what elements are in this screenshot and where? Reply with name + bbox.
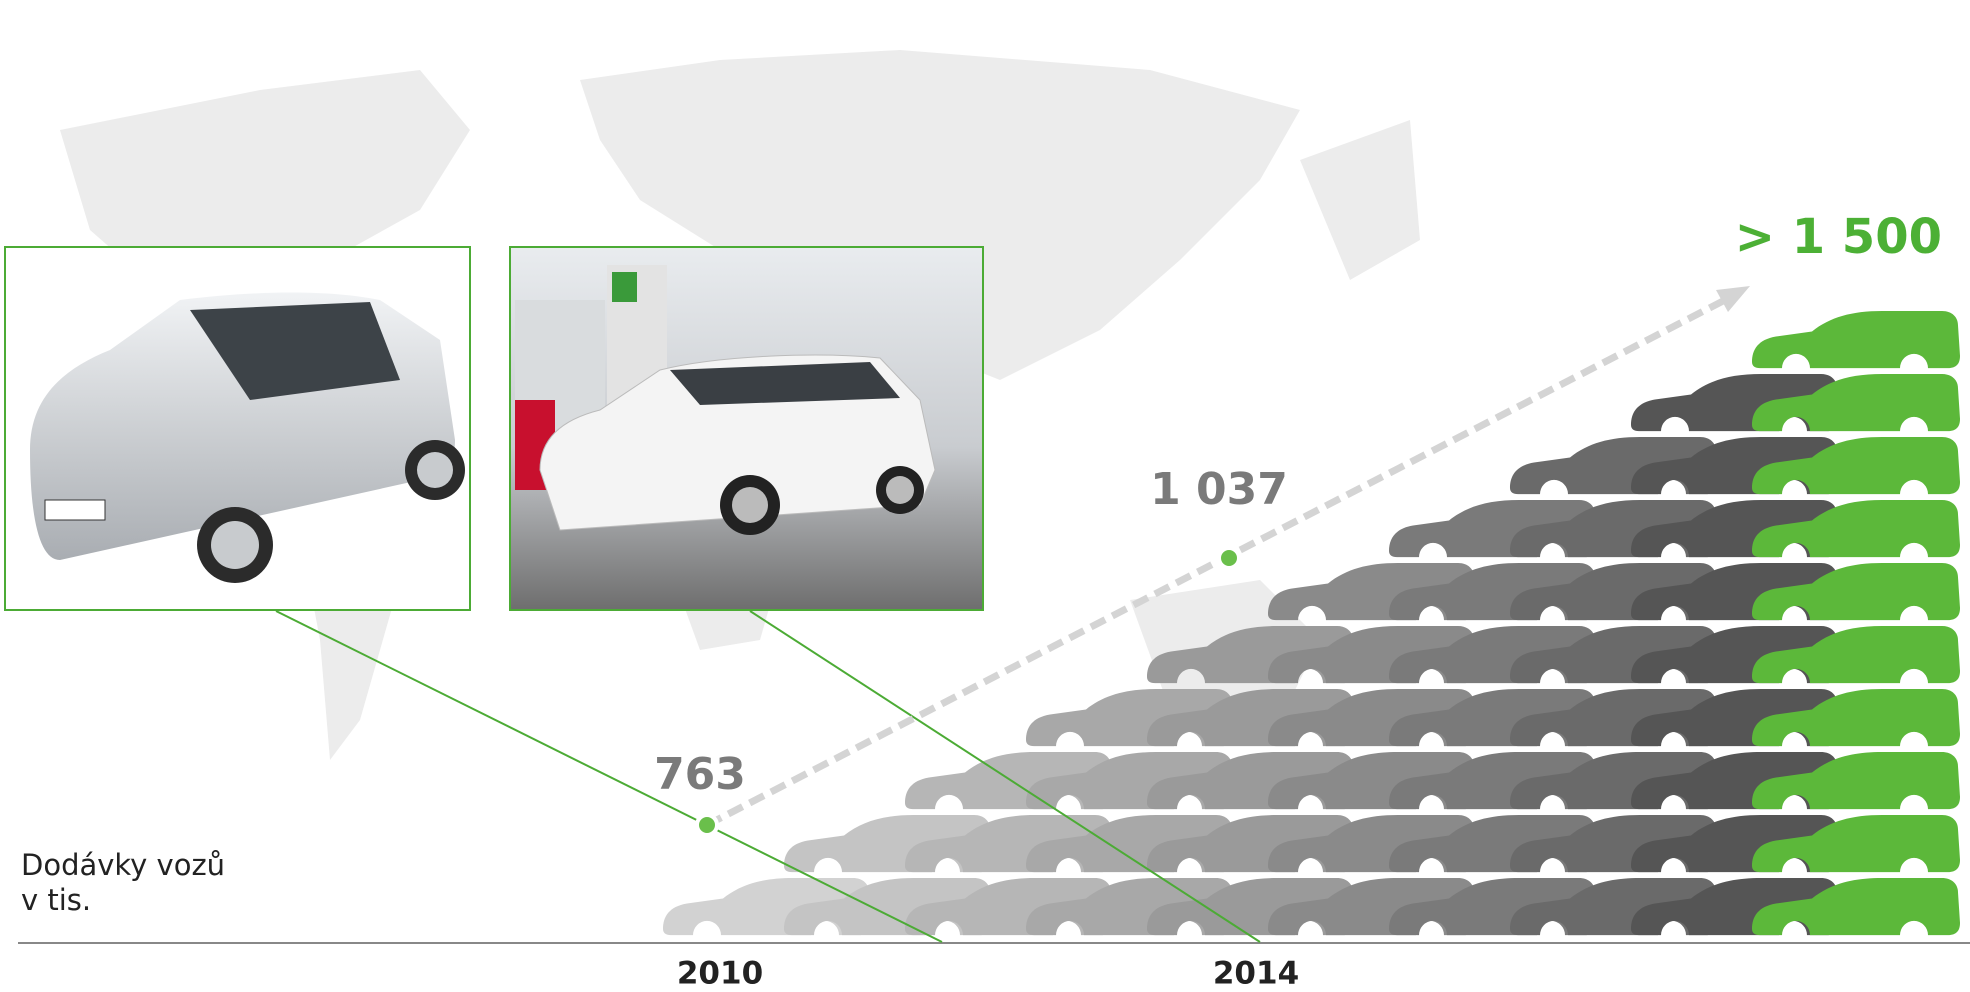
slide: 763 1 037 > 1 500 Dodávky vozů v tis. 20… xyxy=(0,0,1970,992)
photo-wagon xyxy=(510,247,983,610)
axis-label: v tis. xyxy=(21,883,91,917)
page: {"axis_label":{"line1":"Dodávky vozů","l… xyxy=(0,0,1970,992)
axis-label: Dodávky vozů xyxy=(21,848,225,882)
value-label: 1 037 xyxy=(1150,464,1288,515)
point-2010 xyxy=(697,815,717,835)
point-2014 xyxy=(1219,548,1239,568)
photo-small-car xyxy=(5,247,470,610)
year-label: 2014 xyxy=(1213,956,1299,992)
value-label: 763 xyxy=(654,749,746,800)
car-icon xyxy=(1752,311,1960,368)
target-label: > 1 500 xyxy=(1735,209,1942,265)
year-label: 2010 xyxy=(677,956,763,992)
arrow-head xyxy=(1716,286,1750,312)
connector xyxy=(276,611,942,942)
